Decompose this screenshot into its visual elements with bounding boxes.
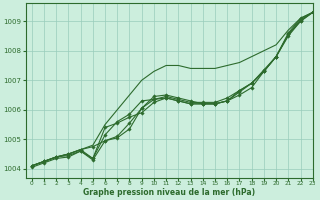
X-axis label: Graphe pression niveau de la mer (hPa): Graphe pression niveau de la mer (hPa) xyxy=(83,188,255,197)
